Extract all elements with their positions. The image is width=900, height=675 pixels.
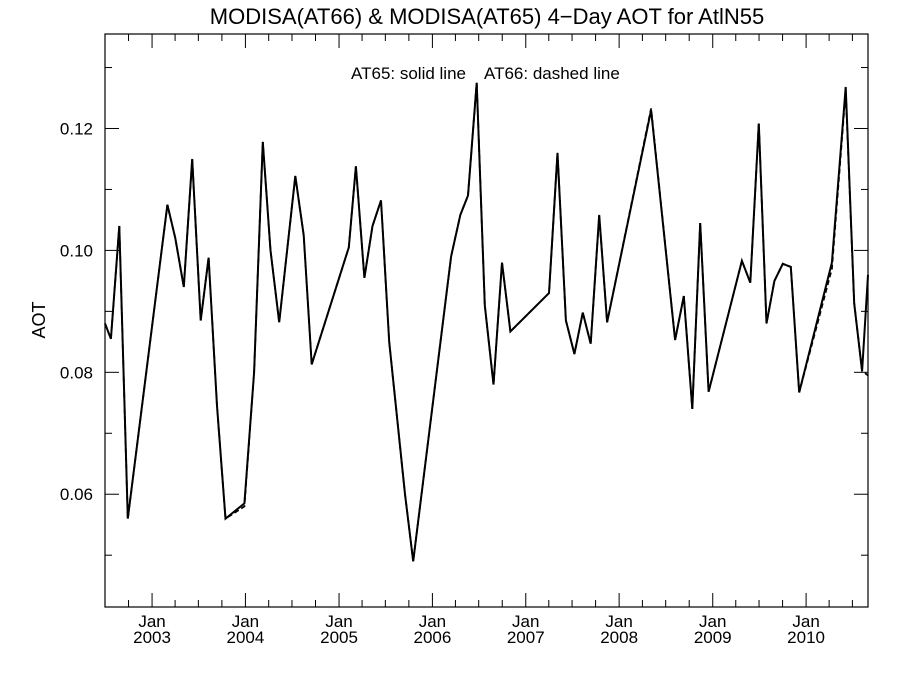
x-tick-year-label: 2005	[320, 628, 358, 647]
x-tick-labels: Jan2003Jan2004Jan2005Jan2006Jan2007Jan20…	[133, 612, 825, 647]
plot-frame	[104, 33, 869, 608]
y-axis-label: AOT	[29, 301, 49, 338]
y-tick-labels: 0.06 0.08 0.10 0.12	[60, 119, 93, 504]
y-tick-label: 0.08	[60, 363, 93, 382]
solid-line-annotation: AT65: solid line	[351, 64, 466, 83]
x-tick-month-label: Jan	[419, 612, 446, 631]
x-tick-month-label: Jan	[325, 612, 352, 631]
x-tick-month-label: Jan	[138, 612, 165, 631]
y-tick-label: 0.10	[60, 241, 93, 260]
x-tick-year-label: 2004	[227, 628, 265, 647]
x-tick-month-label: Jan	[232, 612, 259, 631]
y-tick-label: 0.06	[60, 485, 93, 504]
x-tick-month-label: Jan	[512, 612, 539, 631]
series-line-at65	[104, 82, 869, 562]
x-tick-month-label: Jan	[792, 612, 819, 631]
chart-title: MODISA(AT66) & MODISA(AT65) 4−Day AOT fo…	[210, 4, 764, 29]
series-lines	[104, 82, 869, 562]
dashed-line-annotation: AT66: dashed line	[484, 64, 620, 83]
x-tick-year-label: 2010	[787, 628, 825, 647]
x-tick-month-label: Jan	[699, 612, 726, 631]
x-tick-year-label: 2009	[694, 628, 732, 647]
x-tick-month-label: Jan	[605, 612, 632, 631]
y-tick-label: 0.12	[60, 119, 93, 138]
x-tick-year-label: 2007	[507, 628, 545, 647]
x-tick-year-label: 2008	[600, 628, 638, 647]
axis-ticks	[104, 34, 868, 607]
x-tick-year-label: 2006	[413, 628, 451, 647]
x-tick-year-label: 2003	[133, 628, 171, 647]
